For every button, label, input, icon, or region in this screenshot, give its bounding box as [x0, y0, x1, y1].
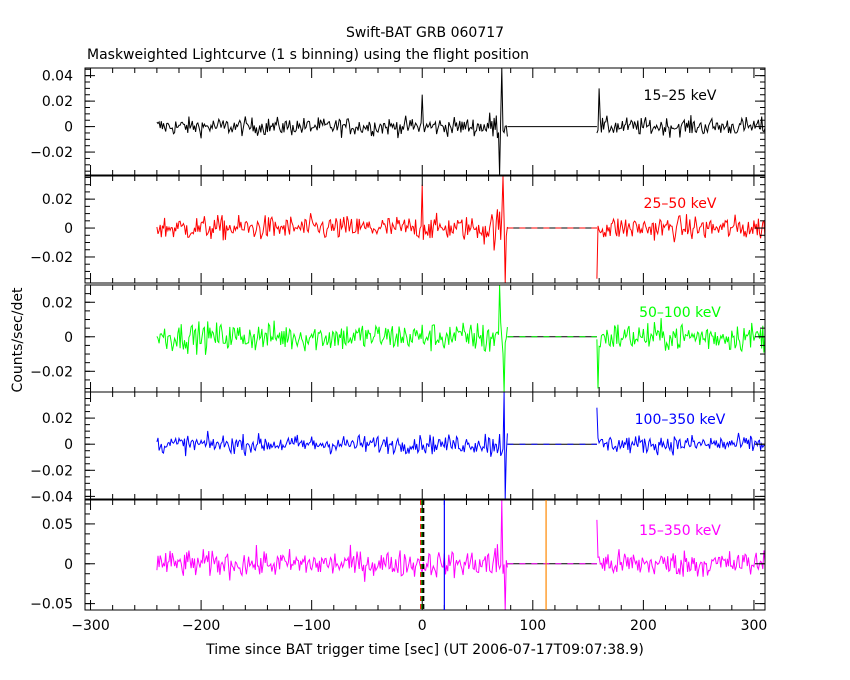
panel-frame-3 — [84, 284, 766, 393]
ytick-label-1-0: −0.02 — [30, 145, 73, 161]
x-axis-label: Time since BAT trigger time [sec] (UT 20… — [205, 642, 644, 658]
panel-frame-5 — [84, 499, 766, 611]
ytick-label-1-3: 0.04 — [42, 69, 73, 85]
ytick-label-1-2: 0.02 — [42, 94, 73, 110]
series-4-segment-1 — [156, 391, 508, 500]
ytick-label-5-1: 0 — [64, 557, 73, 573]
series-2-segment-1 — [156, 175, 508, 284]
panel-1: −0.02 0 0.02 0.04 15–25 keV — [30, 67, 766, 176]
series-2-segment-2 — [596, 214, 766, 279]
xtick-label-6: 300 — [741, 618, 768, 634]
chart-title: Swift-BAT GRB 060717 — [346, 25, 504, 41]
series-5-segment-2 — [596, 519, 766, 577]
xtick-label-0: −300 — [71, 618, 109, 634]
ytick-label-5-0: −0.05 — [30, 597, 73, 613]
series-1-segment-1 — [156, 67, 508, 176]
panel-frame-2 — [84, 175, 766, 284]
band-label-2: 25–50 keV — [644, 196, 717, 212]
xtick-label-5: 200 — [630, 618, 657, 634]
ytick-label-2-0: −0.02 — [30, 250, 73, 266]
panel-3: −0.02 0 0.02 50–100 keV — [30, 284, 766, 393]
ytick-label-3-0: −0.02 — [30, 364, 73, 380]
ytick-label-1-1: 0 — [64, 120, 73, 136]
panel-frame-1 — [84, 67, 766, 176]
series-1-segment-2 — [596, 88, 766, 138]
chart-subtitle: Maskweighted Lightcurve (1 s binning) us… — [87, 47, 529, 63]
xtick-label-2: −100 — [292, 618, 330, 634]
series-5-segment-1 — [156, 499, 508, 611]
xtick-label-4: 100 — [519, 618, 546, 634]
ytick-label-5-2: 0.05 — [42, 517, 73, 533]
panel-frame-4 — [84, 391, 766, 500]
y-axis-label: Counts/sec/det — [10, 287, 26, 392]
xtick-label-1: −200 — [182, 618, 220, 634]
ytick-label-4-3: 0.02 — [42, 411, 73, 427]
x-axis-ticks: −300 −200 −100 0 100 200 300 — [71, 618, 767, 634]
band-label-1: 15–25 keV — [644, 88, 717, 104]
panels-group: −0.02 0 0.02 0.04 15–25 keV −0.02 0 0.02 25–50 k… — [30, 67, 766, 613]
series-3-segment-2 — [596, 318, 766, 389]
ytick-label-4-0: −0.04 — [30, 489, 73, 505]
ytick-label-4-2: 0 — [64, 437, 73, 453]
band-label-3: 50–100 keV — [639, 305, 721, 321]
band-label-4: 100–350 keV — [635, 412, 726, 428]
series-3-segment-1 — [156, 284, 508, 393]
ytick-label-3-1: 0 — [64, 330, 73, 346]
ytick-label-2-2: 0.02 — [42, 192, 73, 208]
ytick-label-3-2: 0.02 — [42, 295, 73, 311]
panel-5: −0.05 0 0.05 15–350 keV — [30, 499, 766, 613]
ytick-label-2-1: 0 — [64, 221, 73, 237]
ytick-label-4-1: −0.02 — [30, 463, 73, 479]
panel-2: −0.02 0 0.02 25–50 keV — [30, 175, 766, 284]
band-label-5: 15–350 keV — [639, 523, 721, 539]
panel-4: −0.04 −0.02 0 0.02 100–350 keV — [30, 391, 766, 505]
xtick-label-3: 0 — [418, 618, 427, 634]
trigger-markers — [420, 500, 547, 610]
series-4-segment-2 — [596, 407, 766, 456]
